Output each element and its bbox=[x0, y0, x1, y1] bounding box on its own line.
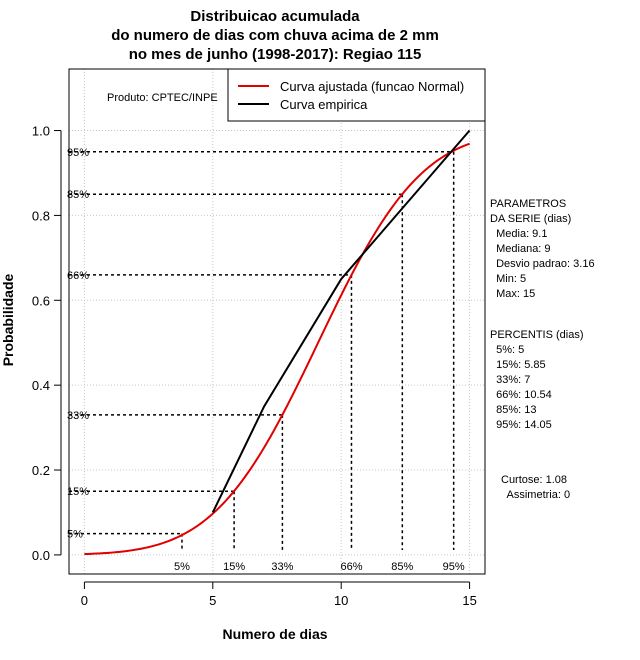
y-tick-label-2: 0.4 bbox=[32, 378, 50, 393]
x-tick-label-3: 15 bbox=[462, 593, 476, 608]
percentile-xlabel-2: 33% bbox=[271, 561, 293, 573]
product-label: Produto: CPTEC/INPE bbox=[107, 92, 218, 104]
percentile-xlabel-0: 5% bbox=[174, 561, 190, 573]
percentile-ylabel-4: 85% bbox=[67, 189, 89, 201]
percentile-xlabel-3: 66% bbox=[340, 561, 362, 573]
legend: Curva ajustada (funcao Normal) Curva emp… bbox=[227, 68, 486, 122]
percentile-ylabel-1: 15% bbox=[67, 486, 89, 498]
percentis-line-6: 95%: 14.05 bbox=[490, 419, 552, 431]
series-parameters-panel: PARAMETROS DA SERIE (dias) Media: 9.1 Med… bbox=[490, 198, 595, 300]
params-line-4: Desvio padrao: 3.16 bbox=[490, 258, 595, 270]
percentile-ylabel-2: 33% bbox=[67, 410, 89, 422]
params-line-5: Min: 5 bbox=[490, 273, 526, 285]
shape-statistics-panel: Curtose: 1.08 Assimetria: 0 bbox=[501, 474, 570, 501]
percentiles-panel: PERCENTIS (dias) 5%: 5 15%: 5.85 33%: 7 … bbox=[490, 329, 584, 431]
x-tick-label-2: 10 bbox=[334, 593, 348, 608]
percentis-line-0: PERCENTIS (dias) bbox=[490, 329, 584, 341]
percentis-line-2: 15%: 5.85 bbox=[490, 359, 546, 371]
plot-frame bbox=[68, 68, 486, 575]
series-lines bbox=[84, 129, 471, 556]
x-axis-title: Numero de dias bbox=[222, 626, 327, 642]
shape-line-1: Assimetria: 0 bbox=[501, 489, 570, 501]
y-axis-title: Probabilidade bbox=[0, 274, 16, 367]
percentile-xlabel-5: 95% bbox=[443, 561, 465, 573]
params-line-2: Media: 9.1 bbox=[490, 228, 547, 240]
x-tick-label-0: 0 bbox=[81, 593, 88, 608]
params-line-1: DA SERIE (dias) bbox=[490, 213, 571, 225]
params-line-0: PARAMETROS bbox=[490, 198, 566, 210]
legend-box bbox=[227, 68, 486, 122]
percentile-ylabel-5: 95% bbox=[67, 147, 89, 159]
fitted-normal-curve bbox=[84, 142, 470, 556]
legend-label-empirical: Curva empirica bbox=[280, 97, 368, 112]
percentile-xlabel-1: 15% bbox=[223, 561, 245, 573]
percentile-guides: 5% 5% 15% 15% 33% 33% 66% 66% 85% 85% 95% 95% bbox=[67, 147, 465, 573]
y-tick-label-5: 1.0 bbox=[32, 124, 50, 139]
chart-title-line-2: do numero de dias com chuva acima de 2 m… bbox=[111, 27, 439, 44]
percentis-line-5: 85%: 13 bbox=[490, 404, 536, 416]
grid-lines bbox=[69, 69, 485, 574]
empirical-curve bbox=[211, 129, 471, 513]
percentile-ylabel-0: 5% bbox=[67, 529, 83, 541]
shape-line-0: Curtose: 1.08 bbox=[501, 474, 567, 486]
legend-label-fitted: Curva ajustada (funcao Normal) bbox=[280, 79, 464, 94]
percentile-xlabel-4: 85% bbox=[391, 561, 413, 573]
percentis-line-4: 66%: 10.54 bbox=[490, 389, 552, 401]
percentis-line-1: 5%: 5 bbox=[490, 344, 524, 356]
y-tick-label-3: 0.6 bbox=[32, 293, 50, 308]
y-tick-label-1: 0.2 bbox=[32, 463, 50, 478]
params-line-3: Mediana: 9 bbox=[490, 243, 551, 255]
axes: 0.0 0.2 0.4 0.6 0.8 1.0 0 5 10 15 bbox=[32, 124, 477, 608]
percentis-line-3: 33%: 7 bbox=[490, 374, 530, 386]
params-line-6: Max: 15 bbox=[490, 288, 535, 300]
y-tick-label-0: 0.0 bbox=[32, 548, 50, 563]
percentile-ylabel-3: 66% bbox=[67, 270, 89, 282]
y-tick-label-4: 0.8 bbox=[32, 208, 50, 223]
chart-title-line-1: Distribuicao acumulada bbox=[190, 8, 360, 25]
x-tick-label-1: 5 bbox=[209, 593, 216, 608]
chart-title-line-3: no mes de junho (1998-2017): Regiao 115 bbox=[129, 46, 422, 63]
